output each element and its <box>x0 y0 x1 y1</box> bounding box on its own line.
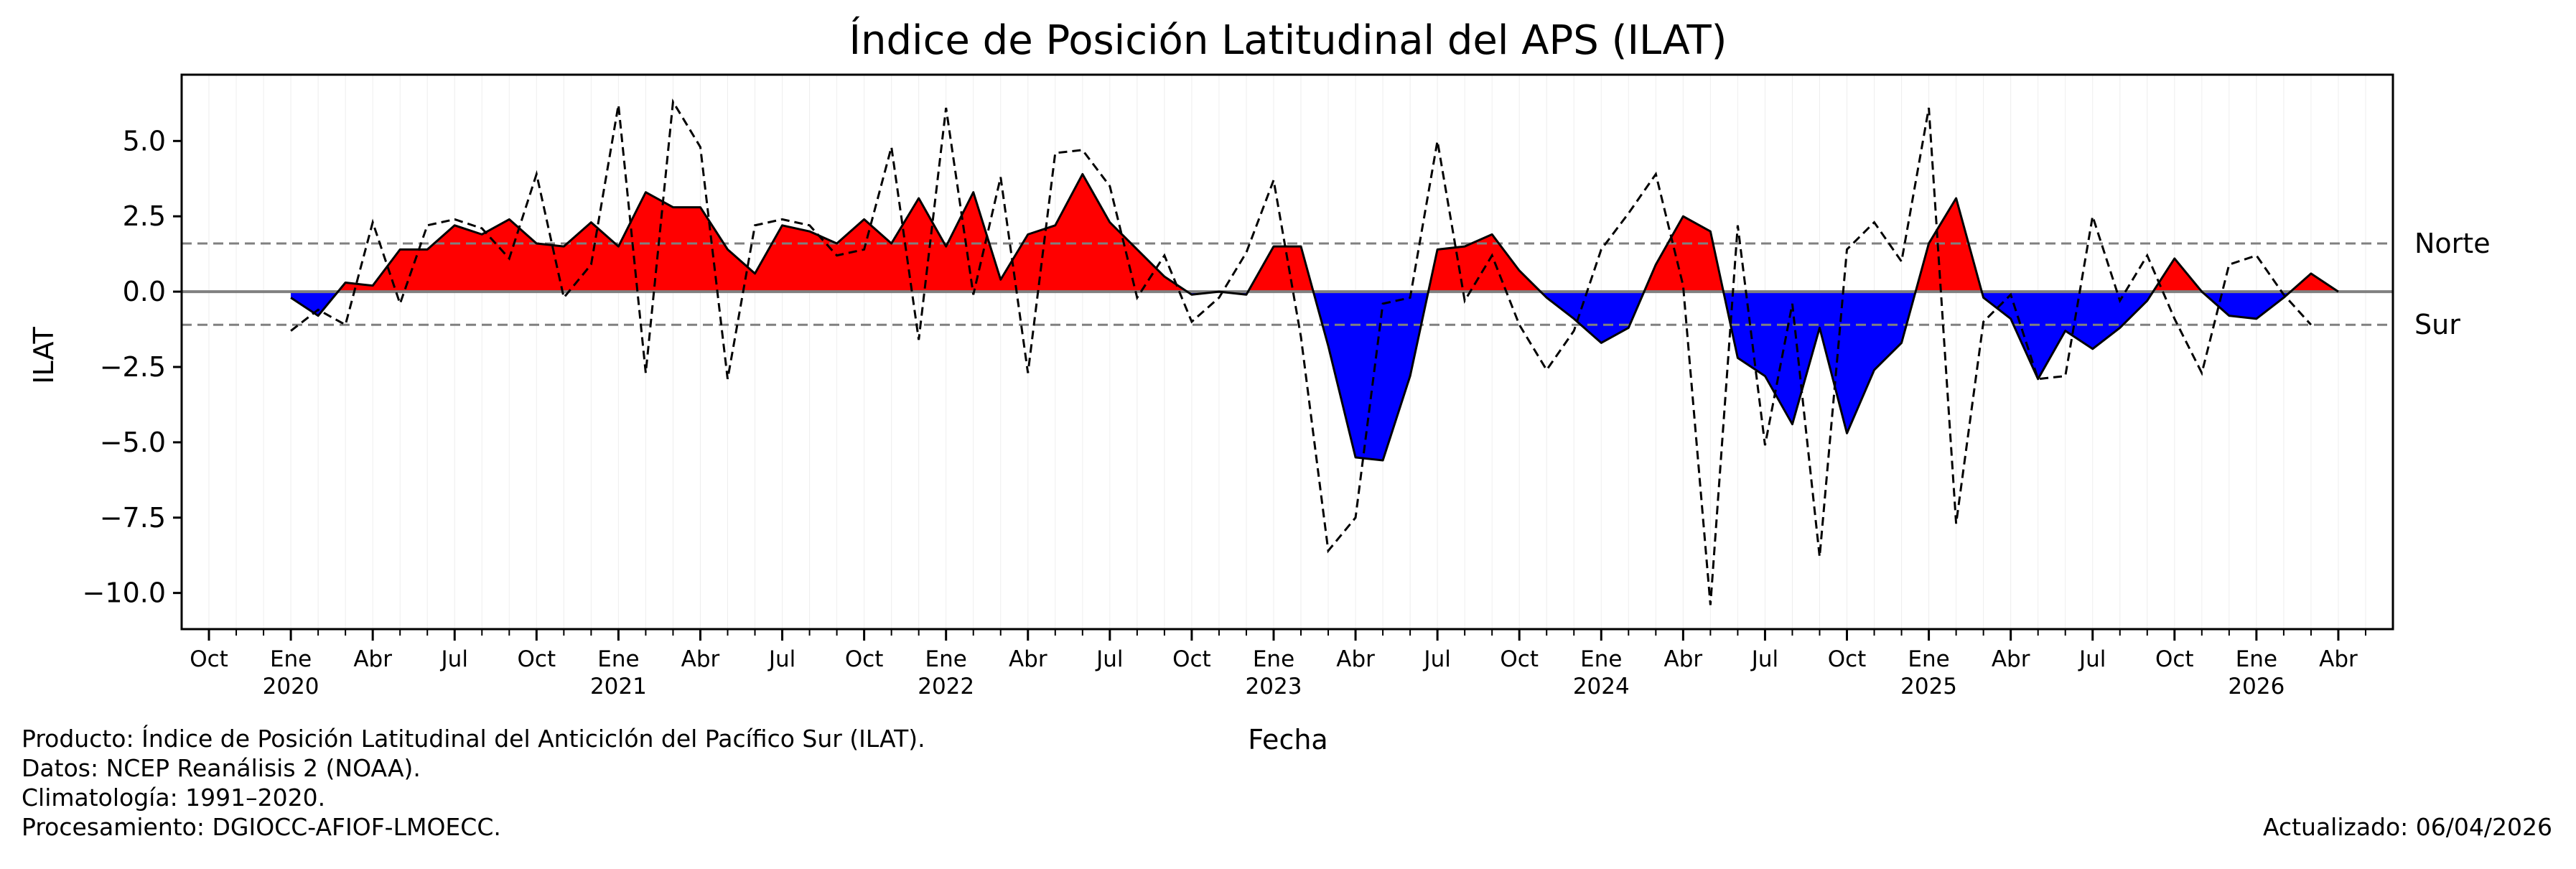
footer-notes: Producto: Índice de Posición Latitudinal… <box>22 724 925 842</box>
chart-title: Índice de Posición Latitudinal del APS (… <box>849 17 1727 64</box>
y-tick-label: −5.0 <box>100 427 166 458</box>
footer-product: Producto: Índice de Posición Latitudinal… <box>22 725 925 753</box>
y-axis-label: ILAT <box>28 326 60 384</box>
x-year-label: 2026 <box>2228 674 2285 700</box>
x-tick-label: Jul <box>1750 646 1778 672</box>
x-tick-label: Jul <box>2078 646 2106 672</box>
footer-processing: Procesamiento: DGIOCC-AFIOF-LMOECC. <box>22 813 501 841</box>
x-tick-label: Abr <box>353 646 392 672</box>
x-year-label: 2023 <box>1246 674 1302 700</box>
x-tick-label: Abr <box>1009 646 1047 672</box>
negative-area <box>291 292 338 316</box>
x-tick-label: Jul <box>767 646 795 672</box>
negative-area <box>2201 292 2291 319</box>
x-tick-label: Ene <box>2236 646 2277 672</box>
threshold-label-sur: Sur <box>2414 309 2460 340</box>
x-tick-label: Oct <box>518 646 556 672</box>
positive-area <box>337 174 1187 292</box>
negative-area <box>1723 292 1916 434</box>
negative-area <box>1982 292 2153 379</box>
x-tick-label: Ene <box>270 646 312 672</box>
y-tick-label: 2.5 <box>123 200 166 232</box>
y-tick-label: 0.0 <box>123 276 166 307</box>
x-tick-label: Ene <box>925 646 967 672</box>
footer-climatology: Climatología: 1991–2020. <box>22 784 326 812</box>
positive-area <box>1428 234 1541 292</box>
y-tick-label: −10.0 <box>83 577 166 609</box>
x-tick-label: Abr <box>681 646 720 672</box>
positive-area <box>2152 258 2202 292</box>
x-tick-label: Abr <box>1992 646 2030 672</box>
x-year-label: 2024 <box>1573 674 1630 700</box>
x-year-label: 2022 <box>918 674 974 700</box>
x-year-label: 2020 <box>263 674 319 700</box>
smoothed-series-line <box>290 172 2339 462</box>
x-tick-label: Oct <box>1172 646 1211 672</box>
y-tick-label: 5.0 <box>123 125 166 157</box>
x-tick-label: Oct <box>1828 646 1867 672</box>
x-year-label: 2021 <box>590 674 647 700</box>
footer-updated: Actualizado: 06/04/2026 <box>2262 813 2552 841</box>
negative-area <box>1313 292 1429 461</box>
positive-area <box>2290 273 2338 292</box>
x-tick-label: Ene <box>597 646 639 672</box>
y-tick-label: −2.5 <box>100 351 166 383</box>
x-tick-label: Abr <box>1336 646 1375 672</box>
x-year-label: 2025 <box>1900 674 1957 700</box>
positive-area <box>1248 246 1314 292</box>
threshold-label-norte: Norte <box>2414 228 2491 259</box>
x-tick-label: Oct <box>2155 646 2194 672</box>
x-tick-label: Oct <box>1500 646 1539 672</box>
x-tick-label: Abr <box>2319 646 2358 672</box>
x-tick-label: Jul <box>1095 646 1123 672</box>
x-tick-label: Ene <box>1908 646 1949 672</box>
y-tick-label: −7.5 <box>100 502 166 534</box>
plot-frame <box>180 73 2394 631</box>
footer-data-source: Datos: NCEP Reanálisis 2 (NOAA). <box>22 754 421 782</box>
positive-area <box>1915 198 1982 292</box>
x-tick-label: Jul <box>440 646 468 672</box>
x-tick-label: Oct <box>190 646 228 672</box>
monthly-series-line <box>290 98 2313 605</box>
negative-area <box>1540 292 1645 343</box>
x-tick-label: Abr <box>1664 646 1703 672</box>
x-axis-label: Fecha <box>1248 724 1327 756</box>
x-tick-label: Ene <box>1253 646 1294 672</box>
x-tick-label: Oct <box>845 646 884 672</box>
positive-area <box>1644 216 1724 292</box>
x-tick-label: Jul <box>1422 646 1450 672</box>
x-tick-label: Ene <box>1580 646 1622 672</box>
